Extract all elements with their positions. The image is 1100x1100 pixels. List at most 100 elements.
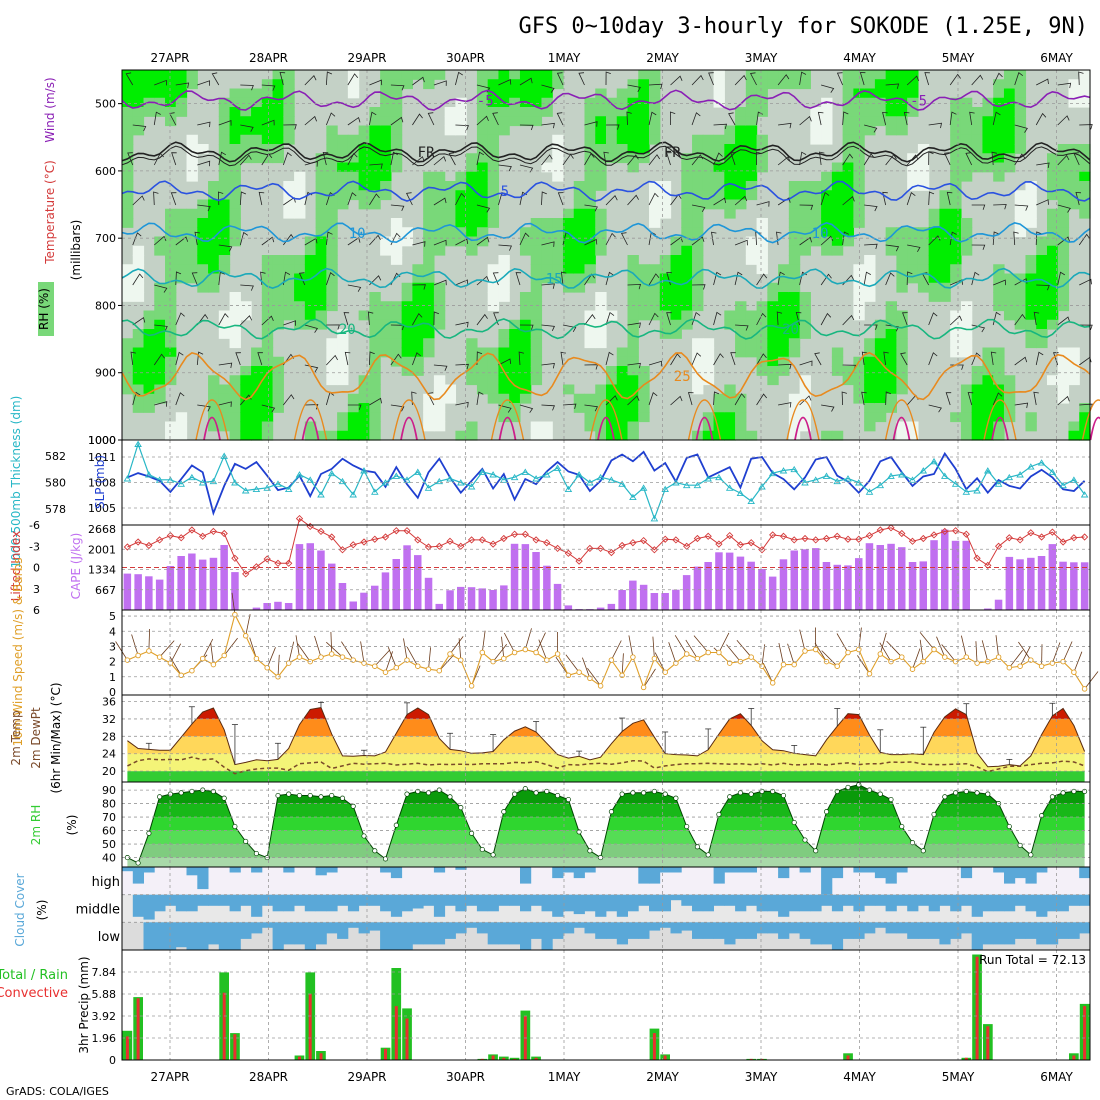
- wind-barb: [864, 204, 878, 212]
- rh-cell: [724, 421, 736, 432]
- rh-cell: [294, 255, 306, 265]
- rh-cell: [982, 107, 994, 117]
- cloud-middle-bar: [530, 894, 542, 906]
- rh-cell: [950, 319, 962, 330]
- rh2m-point: [469, 830, 475, 836]
- rh2m-point: [544, 788, 550, 794]
- rh-cell: [1057, 375, 1070, 386]
- wind-barb: [885, 272, 895, 286]
- wind10-barb: [288, 641, 295, 664]
- rh-cell: [638, 375, 650, 386]
- li-point: [500, 534, 508, 543]
- rh-cell: [831, 356, 844, 367]
- rh-cell: [1036, 255, 1048, 265]
- rh-cell: [401, 356, 413, 367]
- rh-legend-label: RH (%): [37, 288, 51, 330]
- wind-barb: [944, 152, 951, 166]
- rh-cell: [240, 366, 252, 376]
- wind-barb: [821, 84, 835, 93]
- li-point: [478, 536, 486, 544]
- rh2m-point: [350, 803, 356, 809]
- rh-cell: [584, 393, 596, 404]
- cape-bar: [177, 556, 185, 610]
- rh-cell: [1057, 264, 1070, 275]
- wind-barb: [902, 312, 908, 326]
- rh-cell: [584, 181, 596, 191]
- thickness-point: [338, 477, 347, 485]
- wind-barb: [175, 82, 190, 88]
- rh-cell: [713, 190, 725, 201]
- rh-cell: [907, 171, 919, 182]
- rh-cell: [218, 319, 231, 330]
- rh-cell: [982, 116, 994, 127]
- rh-cell: [584, 264, 596, 275]
- rh-cell: [778, 329, 790, 339]
- li-point: [790, 536, 798, 544]
- rh-cell: [530, 273, 543, 284]
- rh-cell: [229, 329, 241, 339]
- wind-barb: [218, 401, 232, 407]
- rh-cell: [132, 375, 145, 386]
- rh-cell: [960, 329, 973, 339]
- rh-cell: [831, 181, 844, 191]
- rh-cell: [304, 310, 317, 321]
- rh-cell: [326, 356, 338, 367]
- li-point: [973, 554, 981, 562]
- wind10-point: [382, 669, 389, 675]
- rh-cell: [788, 199, 801, 210]
- rh-cell: [692, 366, 704, 376]
- rh2m-point: [533, 790, 539, 796]
- rh-cell: [390, 347, 403, 358]
- isotherm-30-loop: [498, 416, 517, 441]
- rh-cell: [240, 134, 252, 145]
- rh-cell: [821, 171, 833, 182]
- rh-cell: [347, 171, 360, 182]
- rh-cell: [208, 403, 220, 413]
- rh-cell: [261, 347, 274, 358]
- cloud-low-bar: [692, 922, 704, 939]
- rh-cell: [831, 162, 844, 173]
- rh-cell: [864, 403, 876, 413]
- wind-barb: [132, 273, 144, 286]
- thickness-point: [284, 485, 293, 493]
- cloud-low-bar: [240, 922, 252, 939]
- rh-cell: [165, 292, 177, 302]
- rh-cell: [638, 97, 650, 108]
- wind10-point: [135, 652, 141, 659]
- rh-cell: [261, 403, 274, 413]
- rh-cell: [681, 227, 693, 238]
- rh-cell: [702, 338, 715, 349]
- wind-barb: [541, 241, 555, 247]
- wind10-point: [716, 649, 722, 656]
- rh-cell: [326, 375, 338, 386]
- rh-cell: [692, 190, 704, 201]
- rh-cell: [842, 218, 854, 228]
- rh-cell: [358, 153, 370, 164]
- rh-cell: [627, 255, 639, 265]
- rh-cell: [154, 245, 166, 256]
- rh-cell: [390, 218, 403, 228]
- rh-cell: [950, 236, 962, 247]
- rh-cell: [960, 412, 973, 423]
- rh2m-point: [931, 811, 937, 817]
- wind-barb: [562, 324, 577, 333]
- rh-cell: [681, 301, 693, 312]
- rh-cell: [950, 310, 962, 321]
- rh-cell: [681, 190, 693, 201]
- li-point: [639, 536, 648, 545]
- rh-cell: [627, 125, 639, 136]
- cape-bar: [822, 562, 831, 610]
- wind-barb: [1035, 112, 1047, 126]
- rh-cell: [681, 162, 693, 173]
- rh-cell: [1068, 190, 1080, 201]
- rh-cell: [390, 319, 403, 330]
- cloud-low-bar: [939, 922, 951, 945]
- rh-cell: [778, 282, 790, 293]
- wind-barb: [476, 275, 490, 286]
- thickness-point: [607, 476, 616, 483]
- rh-cell: [390, 301, 403, 312]
- rh-cell: [208, 412, 220, 423]
- rh-cell: [358, 403, 370, 413]
- wind10-point: [479, 649, 486, 656]
- cloud-low-bar: [907, 922, 919, 939]
